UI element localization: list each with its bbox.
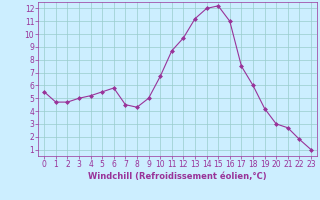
X-axis label: Windchill (Refroidissement éolien,°C): Windchill (Refroidissement éolien,°C) [88, 172, 267, 181]
